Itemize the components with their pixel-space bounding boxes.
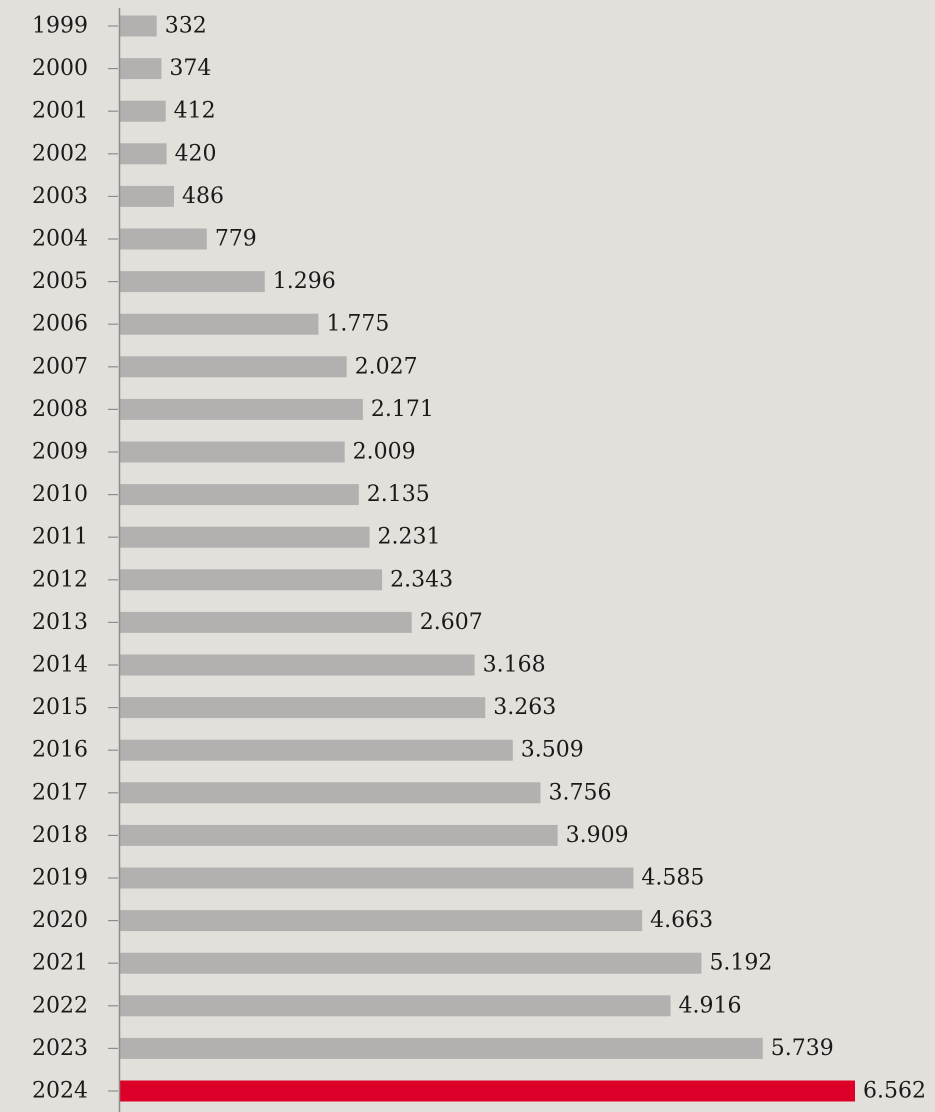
value-label: 2.231 [378, 525, 441, 550]
tick-group [108, 25, 118, 1092]
bar-2020 [119, 910, 643, 932]
year-label: 1999 [32, 14, 88, 39]
bar-2003 [119, 185, 174, 207]
bar-2000 [119, 58, 162, 80]
year-label: 2007 [32, 354, 88, 379]
value-label: 2.009 [353, 440, 416, 465]
bar-2016 [119, 739, 513, 761]
year-label: 2021 [32, 951, 88, 976]
year-label: 2010 [32, 482, 88, 507]
year-label: 2006 [32, 312, 88, 337]
year-label: 2018 [32, 823, 88, 848]
value-label: 2.607 [420, 610, 483, 635]
value-label: 1.775 [326, 312, 389, 337]
value-label: 4.585 [641, 866, 704, 891]
value-label: 6.562 [863, 1079, 926, 1104]
bar-2007 [119, 356, 347, 378]
year-label: 2011 [32, 525, 88, 550]
value-label: 412 [174, 99, 216, 124]
bar-2008 [119, 398, 363, 420]
bar-2001 [119, 100, 166, 122]
year-label: 2000 [32, 56, 88, 81]
bar-2004 [119, 228, 207, 250]
value-label: 5.739 [771, 1036, 834, 1061]
bar-2013 [119, 611, 412, 633]
year-label: 2009 [32, 440, 88, 465]
bar-1999 [119, 15, 157, 37]
bar-2023 [119, 1037, 763, 1059]
bar-2011 [119, 526, 370, 548]
year-label: 2005 [32, 269, 88, 294]
year-label: 2019 [32, 866, 88, 891]
year-label: 2003 [32, 184, 88, 209]
year-label: 2008 [32, 397, 88, 422]
year-label: 2001 [32, 99, 88, 124]
year-label: 2024 [32, 1079, 88, 1104]
bar-2024 [119, 1080, 855, 1102]
bar-2021 [119, 952, 702, 974]
value-label-group: 332 374 412 420 486 779 1.296 1.775 2.027 2.171 2.… [165, 14, 926, 1104]
year-label: 2023 [32, 1036, 88, 1061]
value-label: 4.916 [679, 993, 742, 1018]
value-label: 4.663 [650, 908, 713, 933]
value-label: 3.909 [566, 823, 629, 848]
year-label: 2016 [32, 738, 88, 763]
value-label: 420 [175, 141, 217, 166]
bar-2022 [119, 995, 671, 1017]
bar-2002 [119, 143, 167, 165]
value-label: 2.135 [367, 482, 430, 507]
year-label: 2017 [32, 780, 88, 805]
value-label: 2.343 [390, 567, 453, 592]
value-label: 3.509 [521, 738, 584, 763]
value-label: 5.192 [709, 951, 772, 976]
bar-group [119, 15, 855, 1102]
year-label: 2014 [32, 653, 88, 678]
bar-2010 [119, 484, 359, 506]
value-label: 3.263 [493, 695, 556, 720]
value-label: 2.171 [371, 397, 434, 422]
year-label-group: 1999 2000 2001 2002 2003 2004 2005 2006 2007 2008… [32, 14, 88, 1104]
year-label: 2002 [32, 141, 88, 166]
bar-2009 [119, 441, 345, 463]
year-label: 2022 [32, 993, 88, 1018]
value-label: 1.296 [273, 269, 336, 294]
bar-2005 [119, 271, 265, 293]
year-label: 2013 [32, 610, 88, 635]
year-label: 2020 [32, 908, 88, 933]
bar-2019 [119, 867, 634, 889]
value-label: 3.756 [548, 780, 611, 805]
bar-2012 [119, 569, 383, 591]
year-label: 2004 [32, 227, 88, 252]
bar-2018 [119, 824, 558, 846]
bar-2006 [119, 313, 319, 335]
value-label: 2.027 [355, 354, 418, 379]
bar-2014 [119, 654, 475, 676]
value-label: 779 [215, 227, 257, 252]
value-label: 486 [182, 184, 224, 209]
value-label: 374 [169, 56, 211, 81]
value-label: 3.168 [483, 653, 546, 678]
year-label: 2015 [32, 695, 88, 720]
year-label: 2012 [32, 567, 88, 592]
value-label: 332 [165, 14, 207, 39]
bar-2017 [119, 782, 541, 804]
bar-2015 [119, 697, 486, 719]
